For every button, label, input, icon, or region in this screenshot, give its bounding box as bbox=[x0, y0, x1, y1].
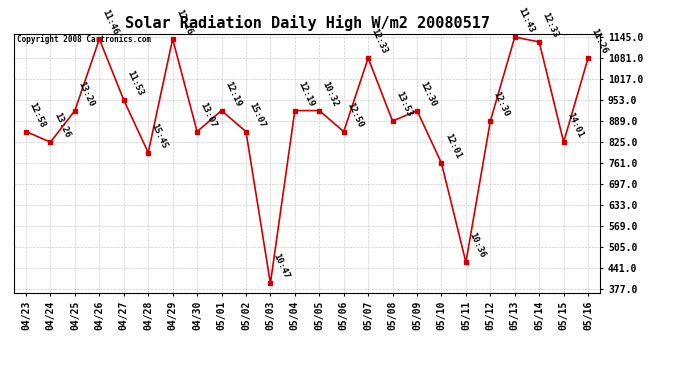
Text: 12:58: 12:58 bbox=[28, 100, 47, 129]
Text: 10:47: 10:47 bbox=[272, 252, 291, 280]
Text: 12:19: 12:19 bbox=[296, 80, 316, 108]
Text: 10:36: 10:36 bbox=[467, 231, 487, 260]
Text: 12:26: 12:26 bbox=[174, 8, 194, 36]
Text: 13:26: 13:26 bbox=[52, 111, 71, 140]
Text: 13:20: 13:20 bbox=[77, 80, 96, 108]
Title: Solar Radiation Daily High W/m2 20080517: Solar Radiation Daily High W/m2 20080517 bbox=[125, 15, 489, 31]
Text: 12:30: 12:30 bbox=[418, 80, 438, 108]
Text: 15:45: 15:45 bbox=[150, 122, 169, 150]
Text: 13:53: 13:53 bbox=[394, 90, 413, 118]
Text: 13:07: 13:07 bbox=[199, 100, 218, 129]
Text: 11:26: 11:26 bbox=[589, 27, 609, 55]
Text: 14:01: 14:01 bbox=[565, 111, 584, 140]
Text: 12:50: 12:50 bbox=[345, 100, 364, 129]
Text: 11:53: 11:53 bbox=[125, 69, 145, 97]
Text: 11:43: 11:43 bbox=[516, 6, 535, 34]
Text: 12:33: 12:33 bbox=[370, 27, 389, 55]
Text: 11:46: 11:46 bbox=[101, 8, 120, 36]
Text: 12:33: 12:33 bbox=[540, 11, 560, 39]
Text: 12:30: 12:30 bbox=[492, 90, 511, 118]
Text: 12:19: 12:19 bbox=[223, 80, 242, 108]
Text: 10:32: 10:32 bbox=[321, 80, 340, 108]
Text: Copyright 2008 Cartronics.com: Copyright 2008 Cartronics.com bbox=[17, 35, 151, 44]
Text: 12:01: 12:01 bbox=[443, 132, 462, 160]
Text: 15:07: 15:07 bbox=[247, 100, 267, 129]
